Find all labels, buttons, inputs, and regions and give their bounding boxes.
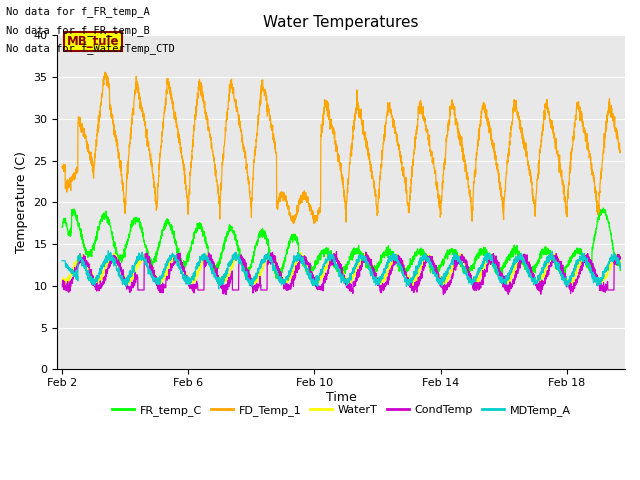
Text: No data for f_WaterTemp_CTD: No data for f_WaterTemp_CTD — [6, 43, 175, 54]
Text: MB_tule: MB_tule — [67, 36, 120, 48]
Text: No data for f_FR_temp_B: No data for f_FR_temp_B — [6, 24, 150, 36]
X-axis label: Time: Time — [326, 391, 356, 404]
Text: No data for f_FR_temp_A: No data for f_FR_temp_A — [6, 6, 150, 17]
Y-axis label: Temperature (C): Temperature (C) — [15, 151, 28, 253]
Title: Water Temperatures: Water Temperatures — [264, 15, 419, 30]
Legend: FR_temp_C, FD_Temp_1, WaterT, CondTemp, MDTemp_A: FR_temp_C, FD_Temp_1, WaterT, CondTemp, … — [108, 401, 575, 420]
